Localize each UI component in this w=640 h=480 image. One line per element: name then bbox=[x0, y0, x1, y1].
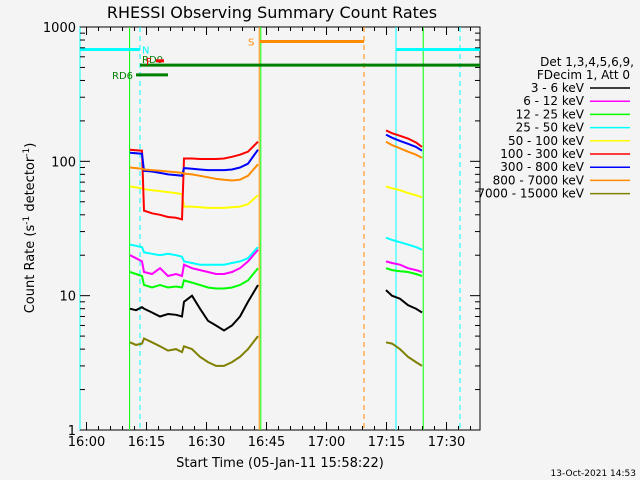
y-tick-label-3: 1000 bbox=[43, 21, 76, 36]
series-6-segment-1 bbox=[385, 133, 423, 152]
legend-header-2: FDecim 1, Att 0 bbox=[537, 68, 630, 82]
x-tick-label-1: 16:15 bbox=[128, 435, 165, 450]
series-2-segment-1 bbox=[385, 267, 423, 277]
series-7-segment-1 bbox=[385, 140, 423, 159]
y-axis-label-sup1: -1 bbox=[22, 216, 32, 225]
series-6-segment-0 bbox=[129, 149, 259, 177]
series-2-segment-0 bbox=[129, 267, 259, 290]
y-axis-label-main: Count Rate (s bbox=[23, 225, 38, 314]
flag-f-label: F bbox=[146, 57, 152, 68]
y-axis-label-end: ) bbox=[23, 143, 38, 148]
y-axis-label-mid: detector bbox=[23, 156, 38, 216]
series-0-segment-0 bbox=[129, 284, 259, 332]
y-axis-label-sup2: -1 bbox=[22, 148, 32, 157]
series-5-segment-0 bbox=[129, 140, 259, 221]
flag-rd6-label: RD6 bbox=[112, 71, 133, 82]
instrument-state-lines bbox=[79, 27, 461, 430]
x-axis-ticks: 16:00 16:15 16:30 16:45 17:00 17:15 17:30 bbox=[68, 27, 472, 450]
legend-label-0: 3 - 6 keV bbox=[531, 81, 585, 95]
x-tick-label-0: 16:00 bbox=[68, 435, 105, 450]
legend-label-2: 12 - 25 keV bbox=[516, 107, 585, 121]
footer-timestamp: 13-Oct-2021 14:53 bbox=[551, 469, 636, 479]
series-3-segment-1 bbox=[385, 236, 423, 251]
legend-label-7: 800 - 7000 keV bbox=[493, 173, 585, 187]
x-tick-label-3: 16:45 bbox=[248, 435, 285, 450]
series-5-segment-1 bbox=[385, 129, 423, 148]
y-tick-label-0: 1 bbox=[68, 424, 76, 439]
legend-label-4: 50 - 100 keV bbox=[508, 134, 585, 148]
flag-rd0-label: RD0 bbox=[142, 55, 163, 66]
x-tick-label-2: 16:30 bbox=[188, 435, 225, 450]
series-8-segment-1 bbox=[385, 341, 423, 367]
x-tick-label-5: 17:15 bbox=[368, 435, 405, 450]
legend-label-5: 100 - 300 keV bbox=[500, 147, 584, 161]
legend-label-1: 6 - 12 keV bbox=[523, 94, 585, 108]
x-tick-label-6: 17:30 bbox=[428, 435, 465, 450]
flag-s-label: S bbox=[248, 37, 254, 48]
flag-n-label: N bbox=[142, 45, 149, 56]
legend-label-8: 7000 - 15000 keV bbox=[477, 187, 584, 201]
series-4-segment-1 bbox=[385, 185, 423, 199]
series-1-segment-0 bbox=[129, 249, 259, 278]
legend-label-6: 300 - 800 keV bbox=[500, 160, 584, 174]
x-axis-label: Start Time (05-Jan-11 15:58:22) bbox=[176, 456, 384, 471]
y-tick-label-1: 10 bbox=[59, 290, 76, 305]
data-series bbox=[129, 129, 423, 367]
y-tick-label-2: 100 bbox=[51, 155, 76, 170]
series-0-segment-1 bbox=[385, 289, 423, 314]
x-tick-label-4: 17:00 bbox=[308, 435, 345, 450]
series-8-segment-0 bbox=[129, 335, 259, 367]
legend: Det 1,3,4,5,6,9, FDecim 1, Att 0 3 - 6 k… bbox=[477, 55, 634, 201]
y-axis-ticks: 1 10 100 1000 bbox=[43, 21, 480, 439]
series-3-segment-0 bbox=[129, 243, 259, 266]
series-1-segment-1 bbox=[385, 260, 423, 273]
legend-label-3: 25 - 50 keV bbox=[516, 121, 585, 135]
chart-title: RHESSI Observing Summary Count Rates bbox=[107, 3, 437, 22]
series-7-segment-0 bbox=[129, 163, 259, 182]
series-4-segment-0 bbox=[129, 185, 259, 209]
legend-header-1: Det 1,3,4,5,6,9, bbox=[540, 55, 634, 69]
y-axis-label: Count Rate (s-1 detector-1) bbox=[22, 143, 38, 314]
